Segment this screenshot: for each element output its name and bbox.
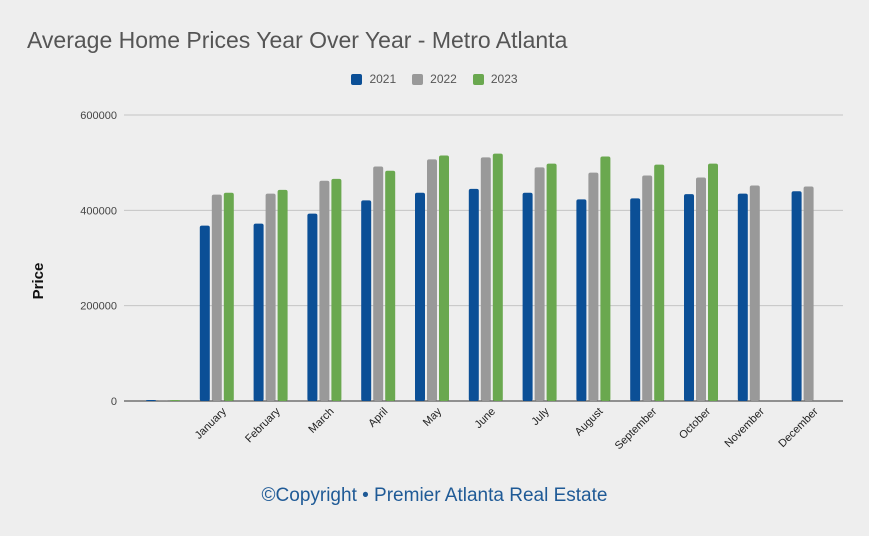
x-tick-label: January [193, 405, 230, 442]
legend-label: 2023 [490, 72, 518, 86]
bar-2021-november [737, 193, 748, 401]
copyright-notice: ©Copyright • Premier Atlanta Real Estate [261, 485, 608, 506]
bar-2021-october [684, 194, 694, 401]
bar-2022-august [588, 172, 599, 401]
bar-2021-september [630, 198, 641, 401]
bar-2021-january [199, 225, 210, 401]
bar-2021-blank [146, 400, 156, 401]
x-tick-label: November [723, 405, 768, 450]
bar-2021-february [253, 223, 264, 401]
bar-2021-july [522, 192, 533, 401]
bar-2022-february [265, 193, 276, 401]
bar-2022-november [749, 185, 760, 401]
bar-2023-april [385, 170, 396, 401]
x-tick-label: December [776, 405, 821, 450]
legend-swatch [472, 73, 484, 85]
bar-2022-september [642, 175, 653, 401]
bar-2023-march [331, 178, 342, 401]
legend-label: 2022 [430, 72, 457, 86]
legend-entry-2021: 2021 [351, 72, 396, 86]
bar-2022-june [480, 157, 491, 401]
bar-2023-january [223, 192, 234, 401]
bar-2021-may [415, 192, 425, 401]
y-tick-label: 200000 [80, 301, 117, 313]
x-tick-label: October [677, 405, 713, 441]
x-tick-label: February [243, 405, 283, 445]
bar-2022-april [373, 166, 384, 401]
bar-2022-may [427, 159, 437, 401]
bar-2021-april [361, 200, 372, 401]
bar-2021-december [791, 191, 802, 401]
bar-2022-october [696, 177, 706, 401]
bar-2023-october [708, 163, 718, 401]
x-tick-label: May [421, 405, 445, 429]
x-tick-label: April [366, 406, 390, 430]
bar-2023-august [600, 156, 611, 401]
bar-2022-july [534, 167, 545, 401]
x-tick-label: July [529, 405, 552, 428]
y-tick-label: 600000 [80, 110, 117, 122]
legend-entry-2023: 2023 [472, 72, 518, 86]
bar-2022-march [319, 180, 330, 401]
x-tick-label: June [473, 406, 498, 431]
y-tick-label: 400000 [80, 205, 117, 217]
y-tick-label: 0 [111, 396, 117, 408]
x-tick-label: August [573, 406, 606, 439]
bar-2023-february [277, 189, 288, 401]
legend-swatch [412, 73, 424, 85]
legend-label: 2021 [369, 72, 397, 86]
bar-2023-july [546, 163, 557, 401]
bar-2023-september [654, 164, 665, 401]
x-tick-label: March [306, 406, 336, 436]
bar-2023-blank [170, 400, 180, 401]
bar-2021-august [576, 199, 587, 401]
bar-2023-may [439, 155, 449, 401]
bar-2022-january [211, 194, 222, 401]
plot-area: 0 200000 400000 600000 Price January February M… [30, 110, 843, 452]
bar-2022-december [803, 186, 814, 401]
bar-2021-june [468, 188, 479, 401]
bar-2023-june [492, 153, 503, 401]
chart-title: Average Home Prices Year Over Year - Met… [27, 27, 568, 53]
bar-2021-march [307, 213, 318, 401]
legend: 2021 2022 2023 [0, 72, 869, 86]
y-axis-label: Price [30, 263, 47, 300]
legend-entry-2022: 2022 [412, 72, 457, 86]
x-tick-label: September [613, 405, 660, 452]
legend-swatch [351, 73, 363, 85]
bar-2022-blank [158, 400, 168, 401]
